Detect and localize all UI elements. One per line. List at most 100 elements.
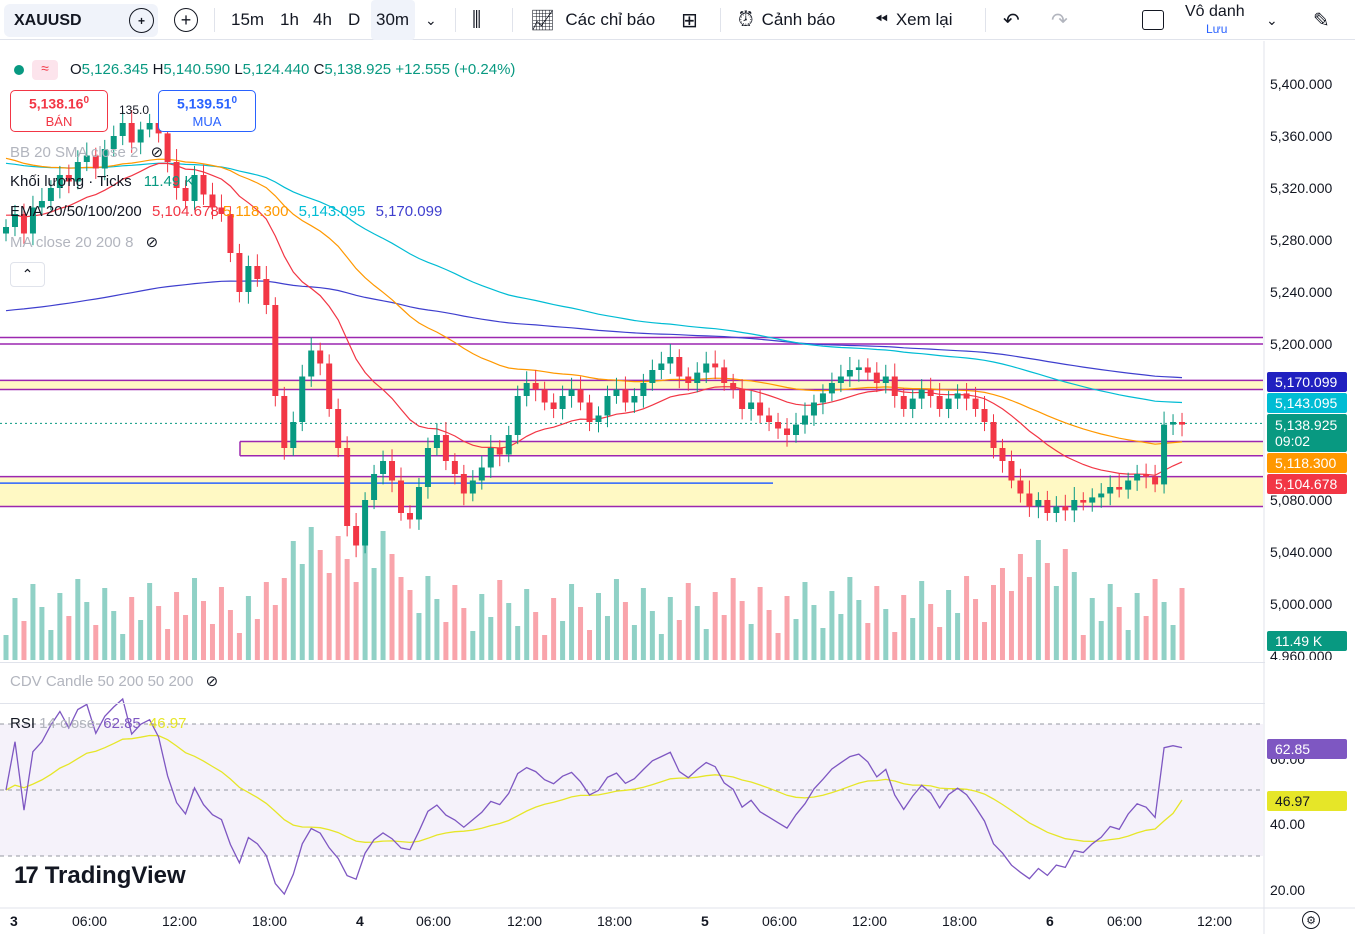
candle-body: [622, 389, 629, 403]
high-value: 5,140.590: [163, 61, 231, 78]
account-name[interactable]: Vô danh: [1185, 3, 1245, 20]
sell-button[interactable]: 5,138.160 BÁN: [10, 90, 108, 132]
volume-bar: [587, 630, 593, 660]
account-dropdown[interactable]: ⌄: [1266, 0, 1278, 40]
compare-symbol-icon[interactable]: +: [129, 8, 154, 33]
candle-body: [864, 367, 871, 373]
candle-body: [110, 136, 117, 149]
volume-bar: [658, 634, 664, 660]
bb-legend[interactable]: BB 20 SMA close 2 ⊘: [10, 144, 164, 161]
volume-bar: [111, 611, 117, 660]
drawing-tools-button[interactable]: ✎: [1313, 0, 1330, 40]
candle-body: [128, 123, 135, 143]
candle-body: [487, 448, 494, 468]
rsi-legend[interactable]: RSI 14 close 62.85 46.97: [10, 715, 187, 732]
collapse-legend-button[interactable]: ⌃: [10, 262, 45, 287]
timeframe-30m[interactable]: 30m: [371, 0, 415, 40]
redo-icon: ↷: [1051, 9, 1068, 32]
candle-body: [146, 123, 153, 130]
ema200-tag: 5,170.099: [1267, 372, 1347, 392]
candle-body: [496, 448, 503, 455]
volume-bar: [542, 635, 548, 660]
volume-bar: [919, 581, 925, 660]
candle-body: [936, 396, 943, 409]
volume-bar: [1098, 621, 1104, 660]
candle-body: [1026, 493, 1033, 507]
candle-body: [272, 305, 279, 396]
timeframe-15m[interactable]: 15m: [231, 10, 265, 29]
candle-body: [478, 467, 485, 481]
save-button[interactable]: Lưu: [1206, 22, 1228, 36]
volume-bar: [955, 613, 961, 660]
volume-bar: [622, 602, 628, 660]
candle-body: [1035, 500, 1042, 507]
volume-bar: [676, 620, 682, 660]
price-axis-label: 5,040.000: [1270, 544, 1333, 560]
candle-body: [703, 363, 710, 373]
volume-bar: [227, 610, 233, 660]
volume-bar: [380, 531, 386, 660]
undo-button[interactable]: ↶: [1003, 0, 1020, 40]
candle-body: [380, 461, 387, 474]
candle-body: [308, 350, 315, 377]
templates-button[interactable]: ⊞: [681, 0, 698, 40]
candle-body: [182, 188, 189, 201]
eye-off-icon[interactable]: ⊘: [205, 673, 219, 690]
price-chart[interactable]: [0, 41, 1355, 934]
candle-body: [119, 123, 126, 136]
candle-body: [254, 266, 261, 279]
layout-button[interactable]: [1142, 0, 1164, 40]
volume-bar: [21, 621, 27, 660]
candle-body: [954, 393, 961, 399]
indicators-button[interactable]: 📈︎ Các chỉ báo: [530, 9, 656, 32]
ma-legend[interactable]: MA close 20 200 8 ⊘: [10, 234, 159, 251]
symbol-search-button[interactable]: XAUUSD +: [4, 4, 158, 37]
cdv-legend[interactable]: CDV Candle 50 200 50 200 ⊘: [10, 673, 219, 690]
price-axis-label: 5,240.000: [1270, 284, 1333, 300]
timeframe-d[interactable]: D: [348, 10, 361, 29]
replay-button[interactable]: ⏪︎ Xem lại: [875, 10, 953, 29]
add-symbol-button[interactable]: +: [174, 0, 198, 40]
volume-bar: [1116, 607, 1122, 660]
chart-type-button[interactable]: ⫼: [472, 0, 481, 40]
volume-bar: [416, 613, 422, 660]
volume-bar: [174, 592, 180, 660]
ohlc-legend: O5,126.345 H5,140.590 L5,124.440 C5,138.…: [70, 61, 516, 78]
settings-gear-icon[interactable]: ⚙: [1302, 911, 1320, 929]
supply-zone: [0, 380, 1263, 390]
volume-bar: [901, 595, 907, 660]
volume-bar: [263, 582, 269, 660]
candle-body: [748, 402, 755, 409]
candle-body: [218, 207, 225, 214]
ema-legend[interactable]: EMA 20/50/100/200 5,104.678 5,118.300 5,…: [10, 203, 443, 220]
eye-off-icon[interactable]: ⊘: [150, 144, 164, 161]
volume-bar: [470, 631, 476, 660]
volume-bar: [75, 579, 81, 660]
timeframe-1h[interactable]: 1h: [280, 10, 299, 29]
redo-button[interactable]: ↷: [1051, 0, 1068, 40]
volume-bar: [299, 564, 305, 660]
last-price-tag: 5,138.925 09:02: [1267, 414, 1347, 452]
timeframe-4h[interactable]: 4h: [313, 10, 332, 29]
pane-divider[interactable]: [0, 662, 1265, 663]
candle-body: [263, 279, 270, 305]
alerts-button[interactable]: ⏰︎ Cảnh báo: [738, 8, 836, 31]
volume-bar: [353, 582, 359, 660]
timeframe-dropdown[interactable]: ⌄: [425, 0, 437, 40]
volume-bar: [488, 617, 494, 660]
time-axis-label: 18:00: [597, 913, 633, 929]
pane-divider[interactable]: [0, 703, 1265, 704]
candle-body: [101, 149, 108, 169]
volume-bar: [272, 605, 278, 660]
volume-bar: [1089, 598, 1095, 660]
delayed-data-icon[interactable]: ≈: [32, 60, 58, 80]
volume-bar: [703, 629, 709, 660]
market-open-dot-icon: [14, 65, 24, 75]
buy-button[interactable]: 5,139.510 MUA: [158, 90, 256, 132]
eye-off-icon[interactable]: ⊘: [145, 234, 159, 251]
candle-body: [1017, 480, 1024, 494]
candle-body: [1071, 500, 1078, 511]
candle-body: [730, 383, 737, 390]
ema200-line: [5, 280, 1183, 379]
volume-legend[interactable]: Khối lượng · Ticks 11.49 K: [10, 173, 195, 190]
